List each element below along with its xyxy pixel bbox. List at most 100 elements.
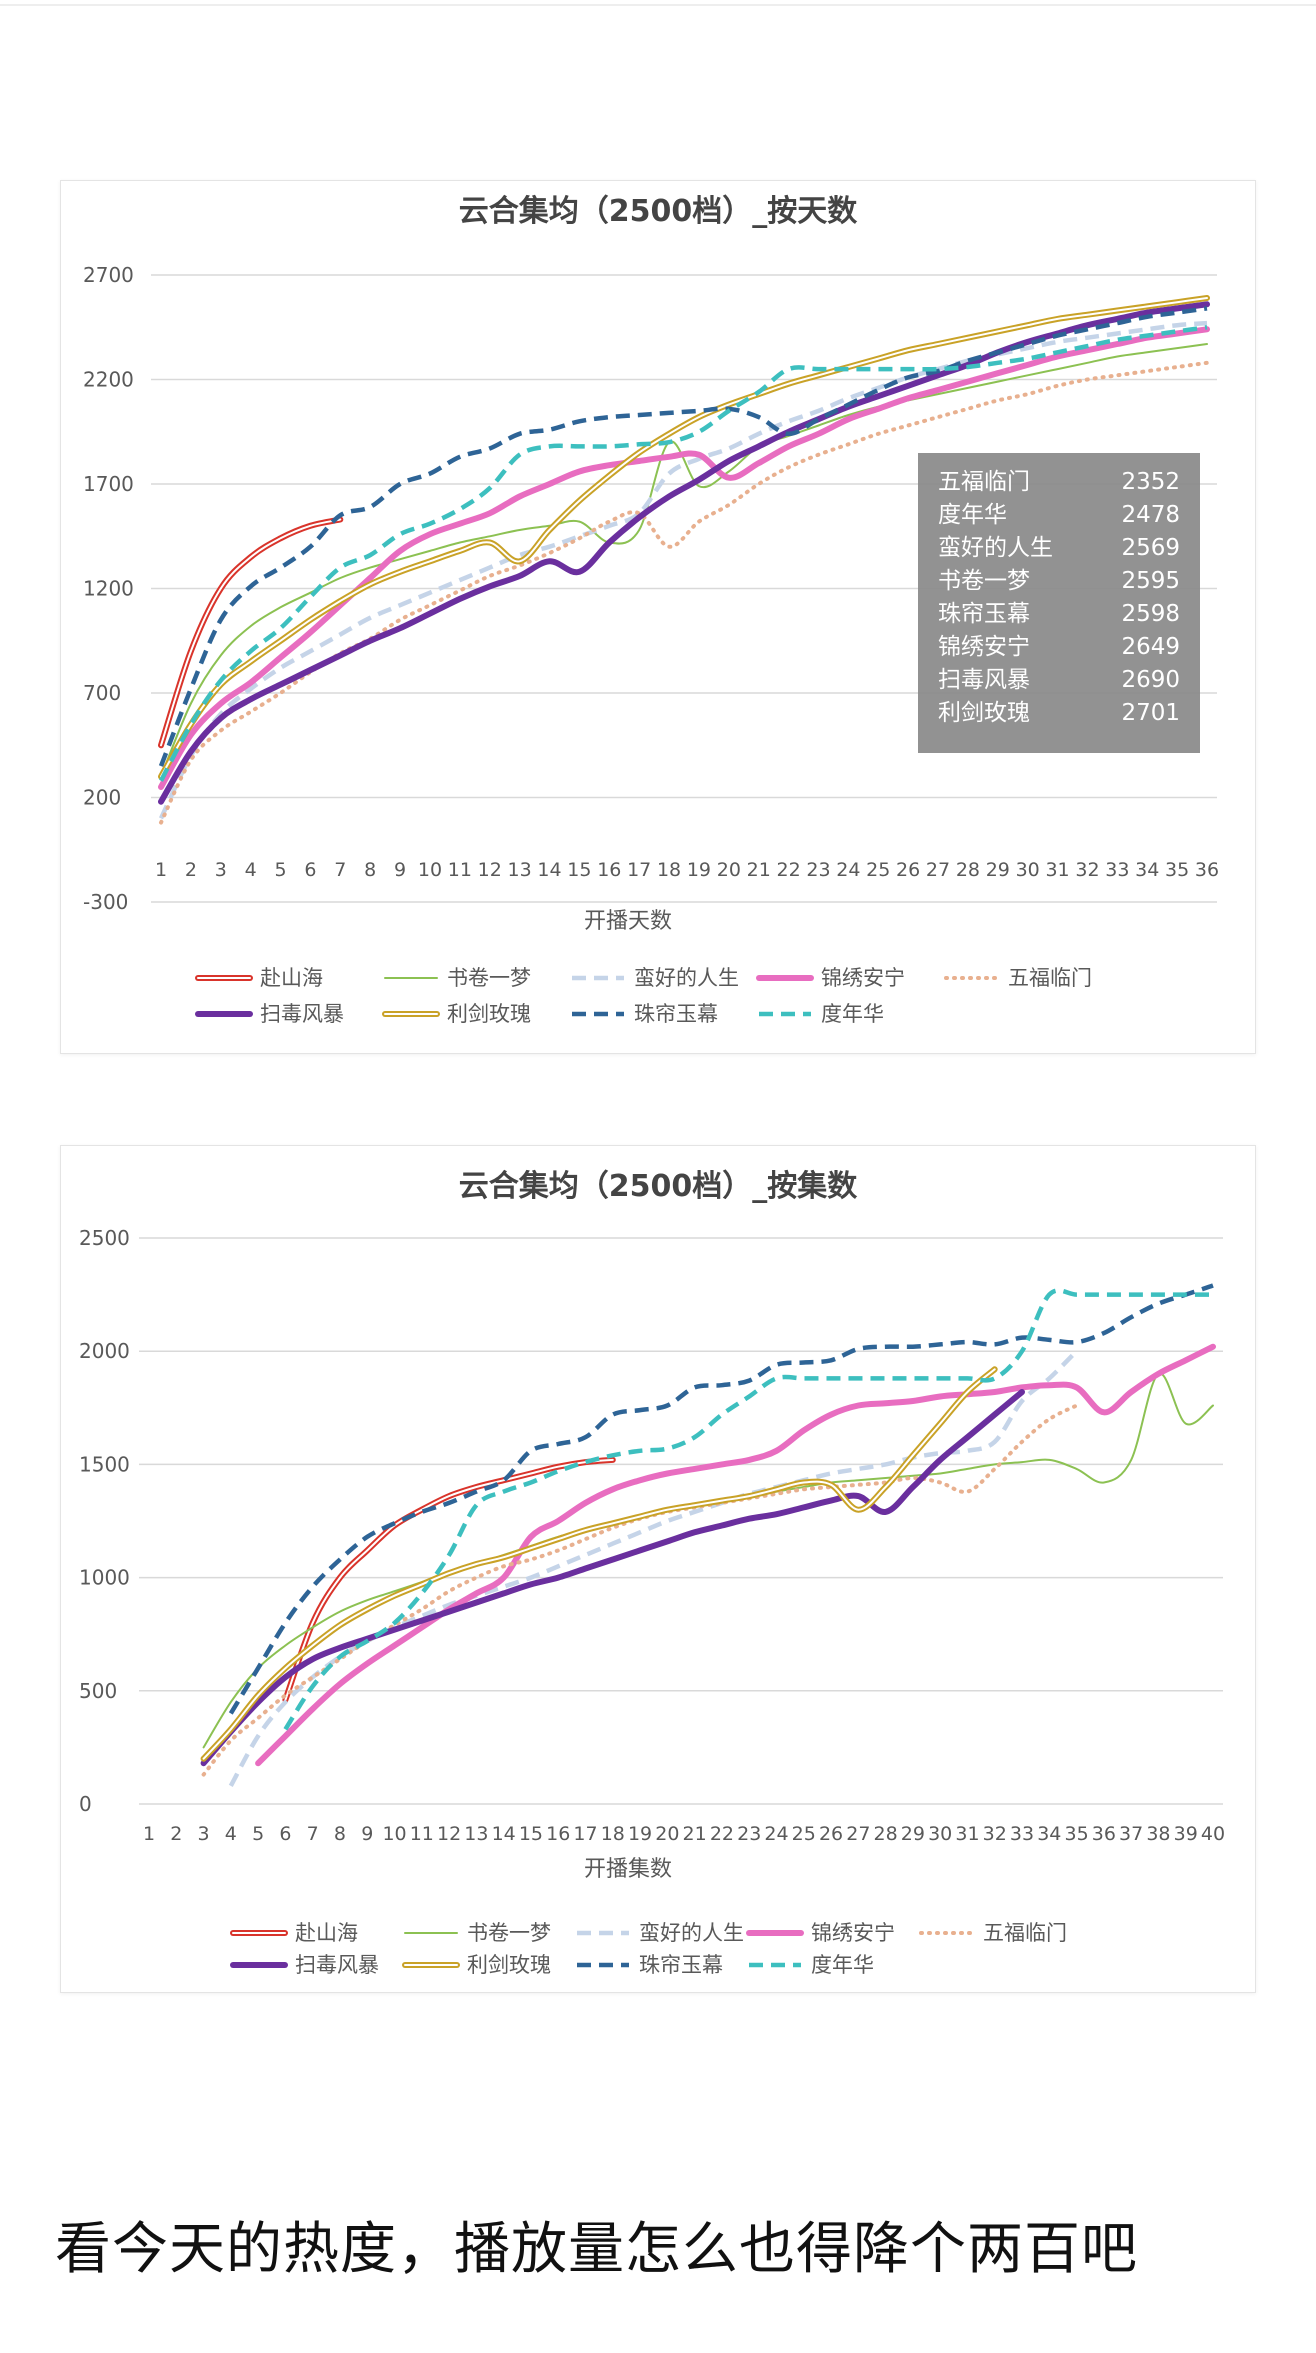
x-tick-label: 15 xyxy=(519,1823,543,1845)
x-tick-label: 18 xyxy=(657,859,681,881)
x-tick-label: 37 xyxy=(1119,1823,1143,1845)
post-caption: 看今天的热度，播放量怎么也得降个两百吧 xyxy=(55,2217,1138,2282)
chart-by-days-svg: 云合集均（2500档）_按天数 2700 2200 1700 1200 700 200 -30… xyxy=(83,194,1219,1026)
x-tick-label: 10 xyxy=(418,859,442,881)
x-tick-label: 5 xyxy=(252,1823,264,1845)
x-tick-label: 17 xyxy=(573,1823,597,1845)
legend-entry: 赴山海 xyxy=(260,966,323,990)
x-tick-label: 2 xyxy=(170,1823,182,1845)
chart-by-episodes: 云合集均（2500档）_按集数 2500 2000 1500 1000 500 0 1 2 3 4 5… xyxy=(60,1145,1256,1993)
x-tick-label: 19 xyxy=(687,859,711,881)
annotation-value: 2690 xyxy=(1121,667,1180,693)
series-line-6 xyxy=(200,1389,1025,1767)
series-line-3 xyxy=(158,320,1208,820)
x-tick-label: 22 xyxy=(710,1823,734,1845)
annotation-name: 度年华 xyxy=(938,502,1007,528)
x-tick-label: 28 xyxy=(956,859,980,881)
y-tick-label: 1500 xyxy=(79,1452,130,1476)
x-tick-label: 40 xyxy=(1201,1823,1225,1845)
x-tick-label: 20 xyxy=(655,1823,679,1845)
x-tick-label: 13 xyxy=(464,1823,488,1845)
legend-entry: 珠帘玉幕 xyxy=(639,1953,723,1977)
x-tick-label: 26 xyxy=(896,859,920,881)
annotation-box: 五福临门 2352 度年华 2478 蛮好的人生 2569 书卷一梦 2595 珠帘玉幕 2598… xyxy=(918,453,1200,753)
annotation-value: 2478 xyxy=(1121,502,1180,528)
x-tick-label: 14 xyxy=(537,859,561,881)
x-tick-label: 21 xyxy=(747,859,771,881)
x-tick-label: 30 xyxy=(1016,859,1040,881)
x-tick-label: 34 xyxy=(1135,859,1159,881)
y-tick-label: 1000 xyxy=(79,1566,130,1590)
x-tick-label: 29 xyxy=(901,1823,925,1845)
x-tick-label: 36 xyxy=(1195,859,1219,881)
x-tick-label: 8 xyxy=(334,1823,346,1845)
x-tick-label: 2 xyxy=(185,859,197,881)
series-line-9 xyxy=(283,1288,1213,1731)
annotation-name: 锦绣安宁 xyxy=(938,634,1030,660)
legend-entry: 扫毒风暴 xyxy=(295,1953,379,1977)
y-tick-label: 500 xyxy=(79,1679,117,1703)
x-tick-label: 11 xyxy=(448,859,472,881)
series-line-1 xyxy=(282,1456,616,1703)
series-line-6 xyxy=(158,301,1210,805)
y-tick-label: 1700 xyxy=(83,472,134,496)
x-tick-label: 3 xyxy=(198,1823,210,1845)
legend-entry: 度年华 xyxy=(821,1002,884,1026)
x-tick-label: 1 xyxy=(143,1823,155,1845)
grid-lines xyxy=(151,274,1217,903)
x-tick-label: 4 xyxy=(225,1823,237,1845)
grid-lines xyxy=(139,1237,1223,1805)
legend-entry: 五福临门 xyxy=(1008,966,1092,990)
x-tick-label: 31 xyxy=(955,1823,979,1845)
x-tick-label: 9 xyxy=(394,859,406,881)
series-line-2 xyxy=(160,343,1208,778)
legend-entry: 赴山海 xyxy=(295,1921,358,1945)
x-tick-label: 12 xyxy=(478,859,502,881)
x-axis-title: 开播集数 xyxy=(584,1857,672,1882)
x-tick-label: 16 xyxy=(546,1823,570,1845)
x-tick-label: 4 xyxy=(245,859,257,881)
annotation-value: 2598 xyxy=(1121,601,1180,627)
annotation-name: 蛮好的人生 xyxy=(938,535,1053,561)
y-tick-label: 200 xyxy=(83,786,121,810)
series-lines xyxy=(200,1283,1216,1787)
annotation-name: 珠帘玉幕 xyxy=(938,601,1030,627)
annotation-value: 2649 xyxy=(1121,634,1180,660)
x-tick-label: 1 xyxy=(155,859,167,881)
x-tick-label: 33 xyxy=(1105,859,1129,881)
legend-entry: 五福临门 xyxy=(983,1921,1067,1945)
series-lines xyxy=(158,295,1210,825)
x-tick-label: 21 xyxy=(683,1823,707,1845)
x-tick-label: 25 xyxy=(866,859,890,881)
y-tick-label: 2500 xyxy=(79,1226,130,1250)
x-tick-label: 28 xyxy=(874,1823,898,1845)
x-tick-label: 7 xyxy=(307,1823,319,1845)
x-tick-label: 15 xyxy=(567,859,591,881)
x-tick-label: 7 xyxy=(334,859,346,881)
series-line-1-inner xyxy=(284,1458,614,1701)
annotation-name: 书卷一梦 xyxy=(938,568,1030,594)
y-tick-label: 2000 xyxy=(79,1339,130,1363)
annotation-name: 扫毒风暴 xyxy=(938,667,1030,693)
x-tick-label: 38 xyxy=(1146,1823,1170,1845)
x-tick-label: 30 xyxy=(928,1823,952,1845)
top-divider xyxy=(0,4,1316,6)
x-tick-label: 35 xyxy=(1165,859,1189,881)
series-line-7-inner xyxy=(202,1368,996,1760)
x-tick-label: 24 xyxy=(764,1823,788,1845)
legend-entry: 珠帘玉幕 xyxy=(634,1002,718,1026)
x-tick-label: 27 xyxy=(846,1823,870,1845)
x-tick-label: 13 xyxy=(508,859,532,881)
legend-entry: 锦绣安宁 xyxy=(811,1921,895,1945)
y-tick-label: -300 xyxy=(83,890,128,914)
x-tick-label: 33 xyxy=(1010,1823,1034,1845)
x-tick-label: 5 xyxy=(274,859,286,881)
legend-entry: 利剑玫瑰 xyxy=(467,1953,551,1977)
x-tick-label: 25 xyxy=(792,1823,816,1845)
legend-entry: 蛮好的人生 xyxy=(639,1921,744,1945)
legend-entry: 书卷一梦 xyxy=(447,966,531,990)
x-tick-label: 8 xyxy=(364,859,376,881)
legend-entry: 度年华 xyxy=(811,1953,874,1977)
